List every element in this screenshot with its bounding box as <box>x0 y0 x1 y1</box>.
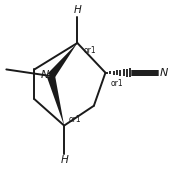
Text: N: N <box>160 68 168 78</box>
Text: or1: or1 <box>84 46 97 55</box>
Text: or1: or1 <box>69 115 82 124</box>
Text: H: H <box>74 5 81 15</box>
Polygon shape <box>48 43 77 79</box>
Polygon shape <box>47 75 64 125</box>
Text: or1: or1 <box>110 79 123 88</box>
Text: N: N <box>41 70 49 80</box>
Text: H: H <box>60 155 68 165</box>
